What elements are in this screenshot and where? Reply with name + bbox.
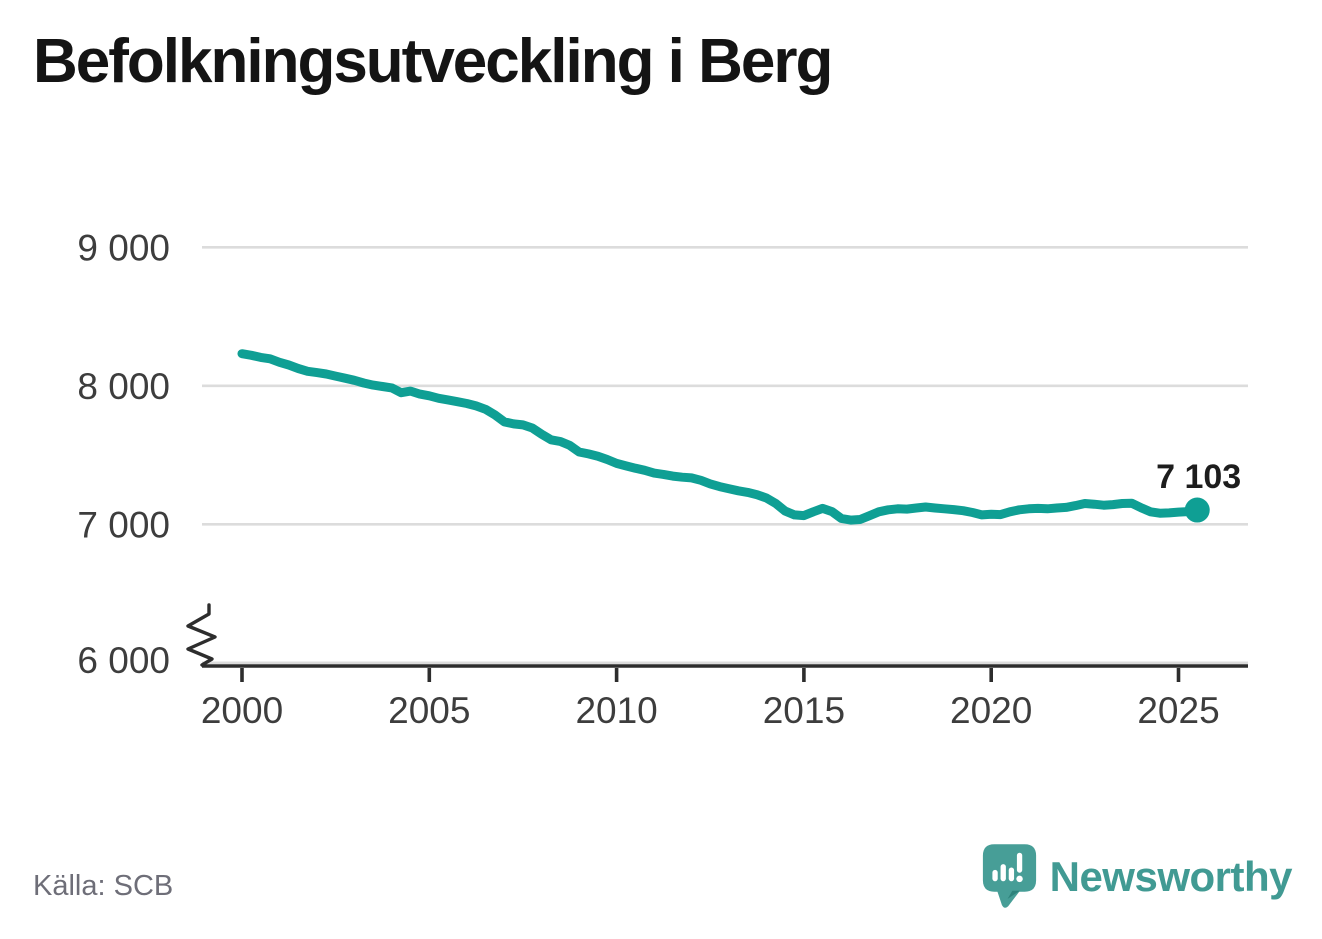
population-series-line <box>237 349 1202 525</box>
latest-value-dot <box>1184 497 1210 523</box>
y-tick-label-7000: 7 000 <box>77 504 170 545</box>
x-tick-label-2010: 2010 <box>575 690 657 731</box>
x-tick-label-2025: 2025 <box>1137 690 1219 731</box>
x-tick-label-2000: 2000 <box>201 690 283 731</box>
y-tick-label-6000: 6 000 <box>77 640 170 681</box>
chart-title: Befolkningsutveckling i Berg <box>33 27 833 96</box>
y-tick-label-9000: 9 000 <box>77 227 170 268</box>
brand-wordmark: Newsworthy <box>1049 852 1293 900</box>
x-tick-label-2020: 2020 <box>950 690 1032 731</box>
newsworthy-logo-icon <box>982 844 1036 908</box>
latest-value-label: 7 103 <box>1156 458 1241 496</box>
x-tick-label-2005: 2005 <box>388 690 470 731</box>
brand-footer: Newsworthy <box>981 842 1293 911</box>
source-note: Källa: SCB <box>33 870 174 902</box>
y-axis-break-icon <box>186 603 217 667</box>
y-tick-label-8000: 8 000 <box>77 366 170 407</box>
x-tick-label-2015: 2015 <box>763 690 845 731</box>
